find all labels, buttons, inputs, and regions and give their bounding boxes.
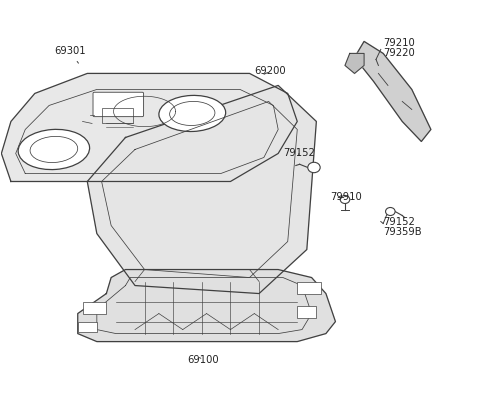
Polygon shape	[345, 54, 364, 73]
Circle shape	[340, 195, 350, 204]
Polygon shape	[1, 73, 297, 181]
Text: 79210: 79210	[383, 38, 415, 48]
Circle shape	[308, 162, 320, 172]
Polygon shape	[355, 42, 431, 141]
Text: 79152: 79152	[383, 216, 415, 226]
Bar	[102, 108, 132, 123]
Ellipse shape	[18, 129, 90, 170]
FancyBboxPatch shape	[93, 92, 144, 116]
Text: 79359B: 79359B	[383, 226, 422, 237]
Text: 79220: 79220	[383, 48, 415, 58]
Bar	[297, 282, 321, 293]
Bar	[297, 305, 316, 318]
Ellipse shape	[159, 96, 226, 131]
Bar	[83, 301, 107, 314]
Polygon shape	[78, 270, 336, 342]
Text: 79910: 79910	[331, 193, 362, 202]
Text: 69100: 69100	[188, 355, 219, 365]
Text: 69200: 69200	[254, 66, 286, 77]
Circle shape	[385, 208, 395, 216]
Bar	[78, 322, 97, 332]
Polygon shape	[87, 85, 316, 293]
Text: 79152: 79152	[283, 148, 315, 158]
Text: 69301: 69301	[54, 46, 85, 63]
